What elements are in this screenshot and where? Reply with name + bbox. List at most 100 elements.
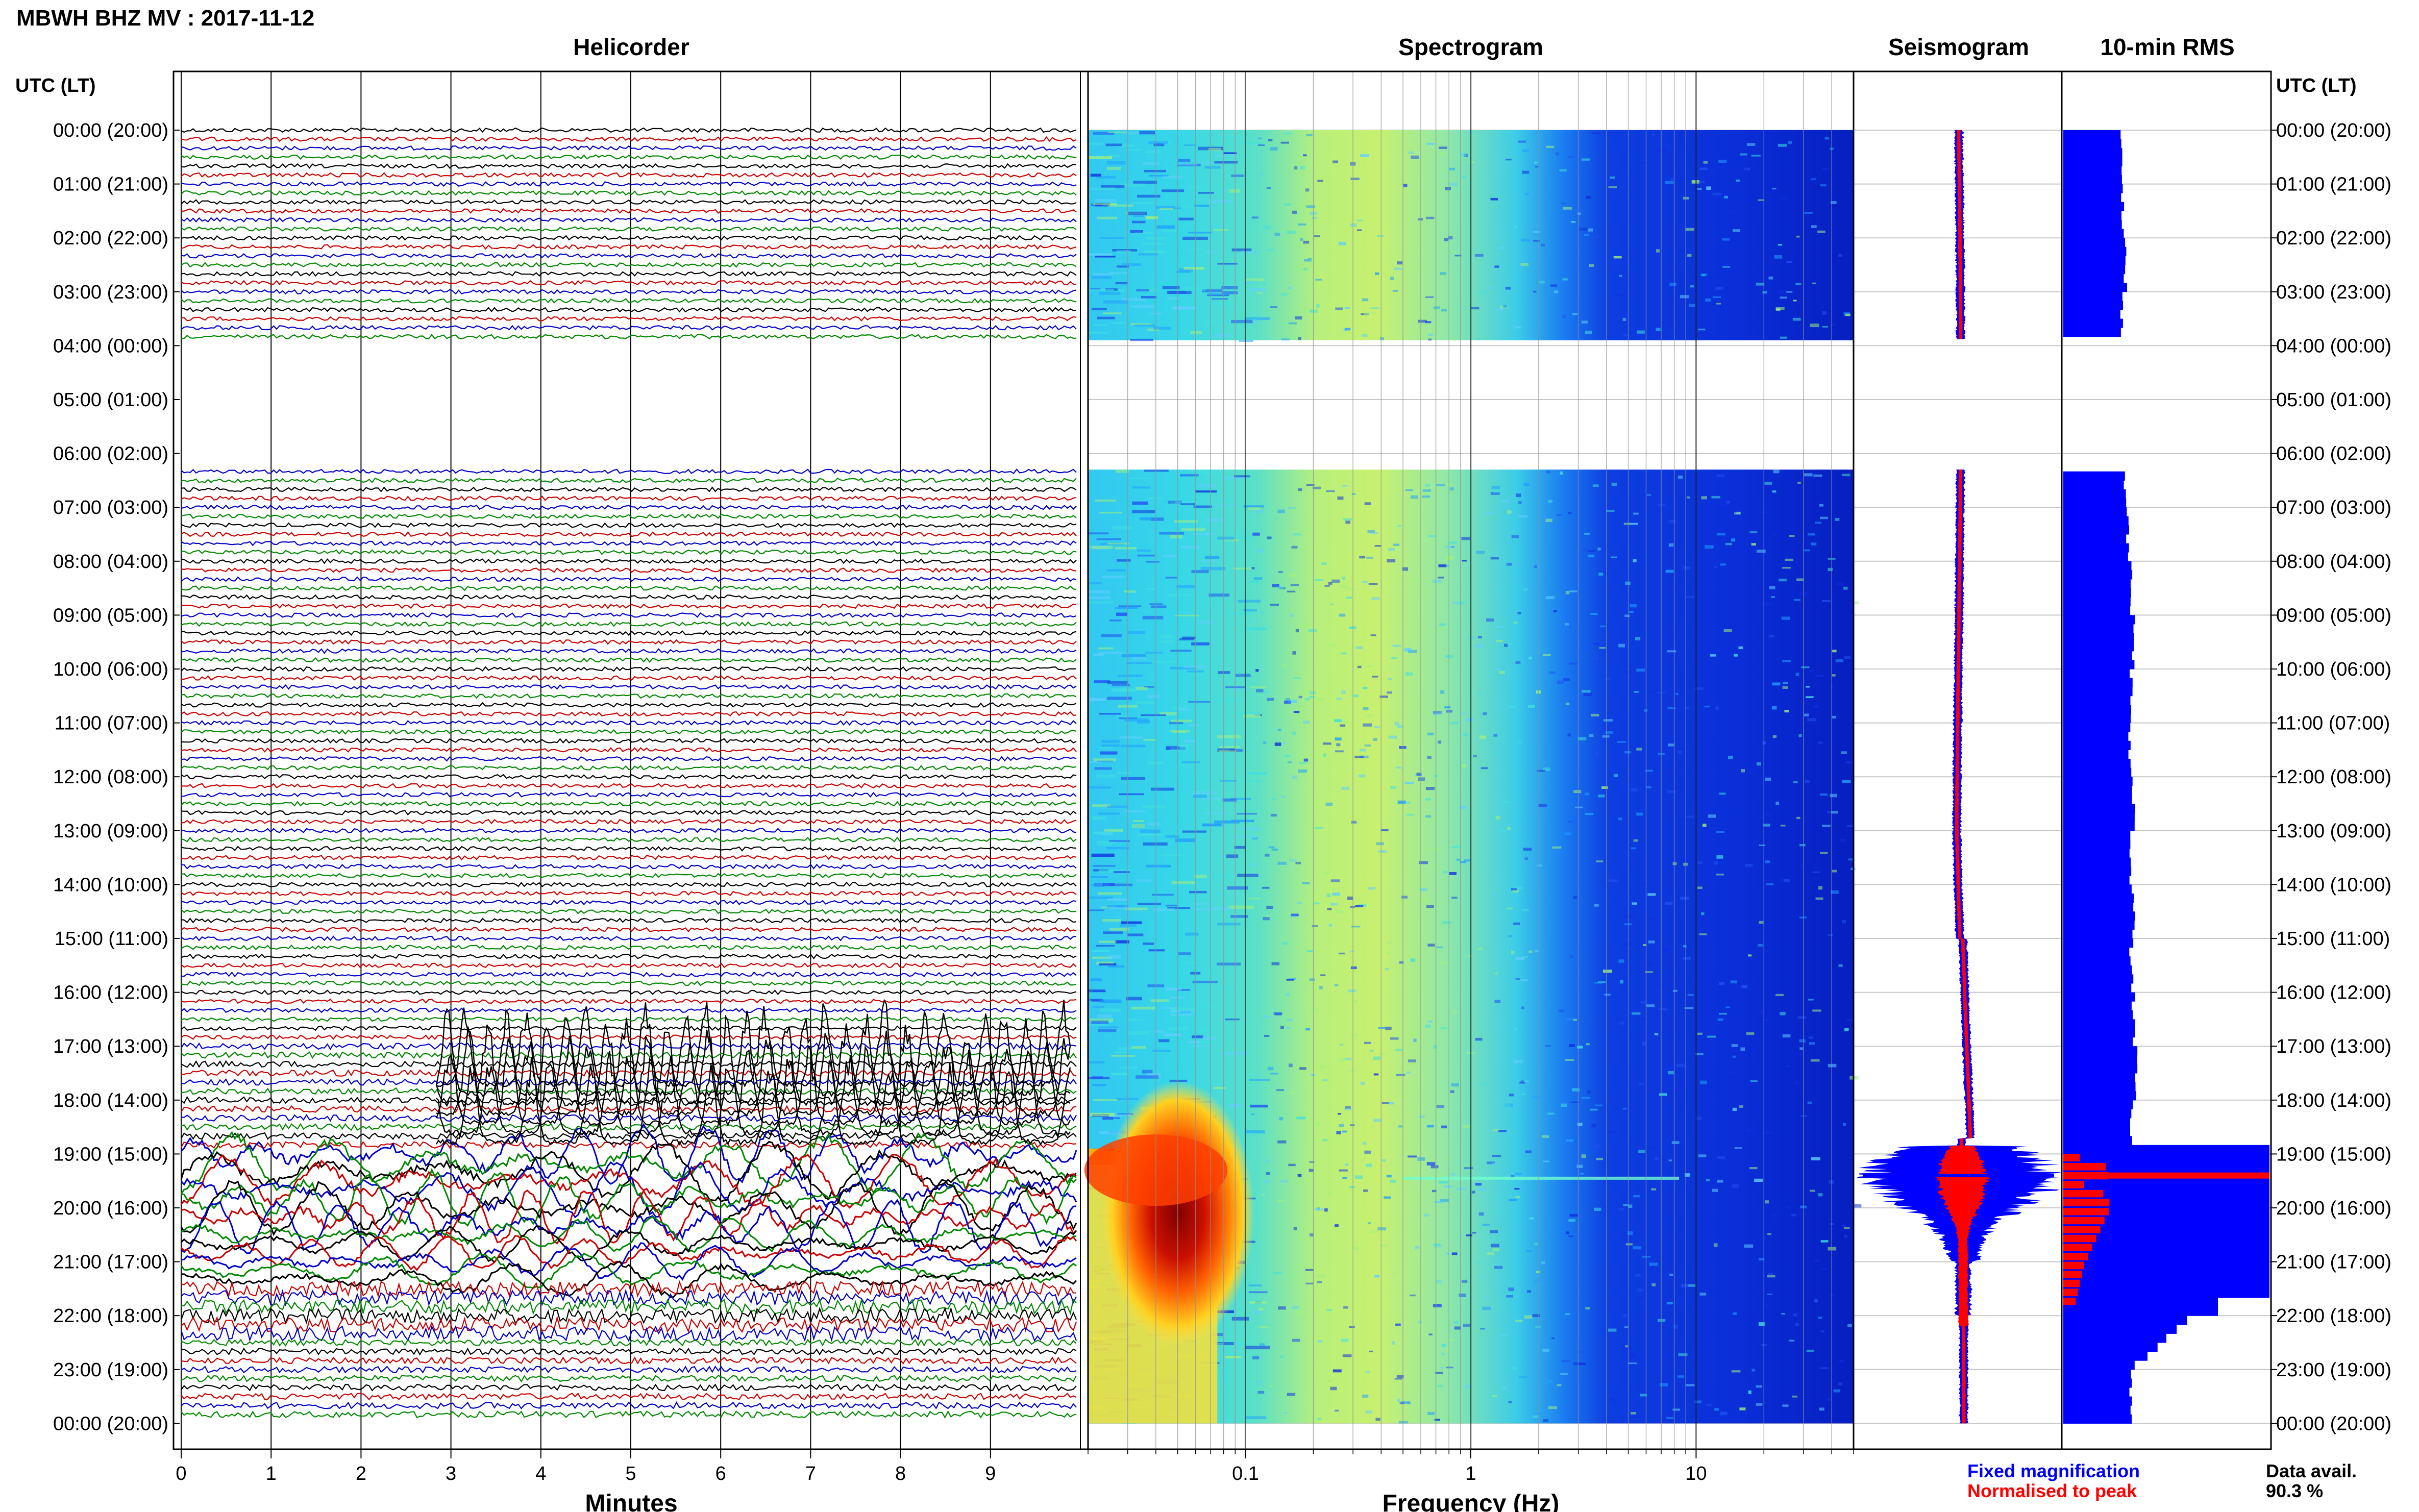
spectrogram-cell bbox=[1476, 337, 1480, 340]
spectrogram-cell bbox=[1503, 643, 1513, 646]
spectrogram-cell bbox=[1115, 469, 1129, 473]
spectrogram-cell bbox=[1705, 298, 1711, 302]
spectrogram-cell bbox=[1315, 827, 1323, 829]
spectrogram-cell bbox=[1539, 281, 1545, 284]
spectrogram-cell bbox=[1151, 787, 1175, 791]
spectrogram-cell bbox=[1215, 698, 1241, 701]
spectrogram-cell bbox=[1651, 134, 1655, 136]
spectrogram-cell bbox=[1472, 1232, 1476, 1234]
spectrogram-cell bbox=[1219, 746, 1240, 748]
spectrogram-cell bbox=[1828, 934, 1834, 936]
spectrogram-cell bbox=[1336, 1131, 1341, 1134]
rms-panel bbox=[2063, 130, 2269, 1424]
rms-bar bbox=[2063, 552, 2128, 562]
spectrogram-cell bbox=[1774, 255, 1782, 259]
spectrogram-cell bbox=[1377, 1227, 1387, 1231]
spectrogram-cell bbox=[1475, 1261, 1480, 1263]
spectrogram-cell bbox=[1745, 1128, 1751, 1132]
spectrogram-cell bbox=[1368, 887, 1376, 890]
spectrogram-cell bbox=[1425, 216, 1435, 219]
spectrogram-cell bbox=[1163, 176, 1183, 179]
spectrogram-cell bbox=[1352, 1000, 1357, 1002]
rms-normalised-bar bbox=[2063, 1298, 2076, 1305]
spectrogram-cell bbox=[1344, 328, 1351, 331]
spectrogram-cell bbox=[1228, 905, 1254, 909]
spectrogram-cell bbox=[1551, 1337, 1555, 1340]
spectrogram-cell bbox=[1524, 192, 1529, 196]
spectrogram-cell bbox=[1152, 1049, 1171, 1052]
spectrogram-cell bbox=[1130, 305, 1154, 308]
spectrogram-cell bbox=[1325, 802, 1333, 806]
spectrogram-cell bbox=[1321, 562, 1327, 565]
rms-bar bbox=[2063, 1064, 2138, 1074]
spectrogram-cell bbox=[1668, 1071, 1674, 1075]
spectrogram-cell bbox=[1088, 596, 1110, 600]
spectrogram-cell bbox=[1468, 637, 1476, 639]
spectrogram-cell bbox=[1842, 780, 1851, 783]
spectrogram-cell bbox=[1584, 234, 1589, 236]
spectrogram-cell bbox=[1103, 883, 1115, 886]
hour-label-right: 00:00 (20:00) bbox=[2276, 120, 2391, 141]
spectrogram-cell bbox=[1819, 793, 1828, 796]
spectrogram-cell bbox=[1623, 523, 1631, 525]
spectrogram-cell bbox=[1163, 1033, 1182, 1036]
helicorder-event-trace bbox=[436, 999, 1071, 1087]
helicorder-trace bbox=[181, 873, 1077, 879]
spectrogram-cell bbox=[1379, 696, 1388, 698]
spectrogram-cell bbox=[1775, 308, 1781, 311]
helicorder-trace bbox=[181, 522, 1077, 528]
rms-bar bbox=[2063, 1343, 2158, 1352]
spectrogram-cell bbox=[1573, 1019, 1577, 1021]
spectrogram-cell bbox=[1330, 903, 1338, 906]
spectrogram-cell bbox=[1460, 861, 1466, 863]
spectrogram-cell bbox=[1593, 656, 1599, 660]
spectrogram-cell bbox=[1490, 1230, 1498, 1233]
spectrogram-cell bbox=[1517, 611, 1521, 614]
spectrogram-cell bbox=[1483, 712, 1487, 715]
spectrogram-cell bbox=[1522, 149, 1529, 152]
rms-bar bbox=[2063, 947, 2130, 957]
spectrogram-cell bbox=[1192, 791, 1215, 795]
spectrogram-cell bbox=[1651, 1283, 1656, 1286]
spectrogram-cell bbox=[1132, 501, 1148, 505]
spectrogram-cell bbox=[1720, 563, 1726, 566]
spectrogram-cell bbox=[1421, 495, 1430, 498]
spectrogram-cell bbox=[1398, 1125, 1403, 1128]
spectrogram-cell bbox=[1440, 690, 1445, 694]
spectrogram-cell bbox=[1642, 1042, 1646, 1046]
spectrogram-cell bbox=[1108, 965, 1125, 968]
spectrogram-cell bbox=[1649, 1262, 1658, 1266]
spectrogram-cell bbox=[1101, 739, 1120, 743]
spectrogram-cell bbox=[1350, 1034, 1358, 1036]
spectrogram-cell bbox=[1514, 1172, 1522, 1176]
spectrogram-cell bbox=[1569, 1214, 1578, 1217]
spectrogram-cell bbox=[1405, 672, 1413, 676]
spectrogram-cell bbox=[1357, 229, 1362, 231]
helicorder-trace bbox=[181, 819, 1077, 825]
hour-label-left: 18:00 (14:00) bbox=[53, 1090, 168, 1111]
spectrogram-cell bbox=[1772, 188, 1776, 190]
rms-bar bbox=[2063, 938, 2134, 948]
spectrogram-cell bbox=[1710, 854, 1716, 856]
rms-normalised-bar bbox=[2063, 1271, 2082, 1278]
spectrogram-cell bbox=[1748, 1390, 1751, 1394]
spectrogram-cell bbox=[1641, 1018, 1646, 1021]
spectrogram-cell bbox=[1109, 883, 1133, 886]
spectrogram-cell bbox=[1178, 952, 1191, 955]
spectrogram-cell bbox=[1153, 327, 1171, 330]
spectrogram-cell bbox=[1527, 1290, 1531, 1293]
spectrogram-cell bbox=[1782, 1034, 1791, 1038]
spectrogram-cell bbox=[1516, 957, 1525, 960]
spectrogram-cell bbox=[1844, 1028, 1849, 1031]
spectrogram-cell bbox=[1725, 542, 1732, 546]
rms-normalised-bar bbox=[2063, 1154, 2080, 1161]
helicorder-trace bbox=[181, 1316, 1077, 1333]
spectrogram-cell bbox=[1181, 961, 1198, 964]
spectrogram-cell bbox=[1841, 1225, 1846, 1227]
rms-bar bbox=[2063, 956, 2131, 966]
spectrogram-cell bbox=[1508, 1401, 1512, 1403]
spectrogram-cell bbox=[1511, 535, 1519, 538]
spectrogram-cell bbox=[1624, 1345, 1628, 1348]
helicorder-trace bbox=[181, 810, 1077, 816]
spectrogram-cell bbox=[1469, 161, 1475, 163]
